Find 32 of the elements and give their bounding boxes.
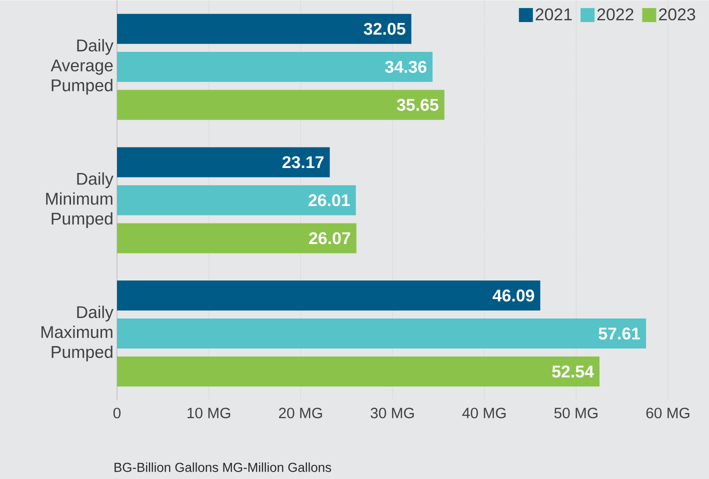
y-tick-label: Daily Maximum Pumped [41,306,114,362]
data-label: 34.36 [385,60,426,73]
bar [117,147,330,178]
data-label: 23.17 [282,156,324,168]
bar [117,14,412,44]
legend-label: 2023 [659,8,696,20]
text: BG-Billion Gallons MG-Million Gallons [114,462,332,472]
data-label: 52.54 [552,365,594,378]
data-label: 46.09 [492,289,534,302]
x-tick-label: 10 MG [188,408,230,418]
x-tick-label: 60 MG [646,408,690,418]
bar [117,318,646,348]
legend-label: 2021 [536,8,572,20]
x-tick-label: 0 [113,408,121,418]
x-tick-label: 40 MG [462,408,506,418]
data-label: 26.07 [309,232,350,244]
data-label: 35.65 [396,98,438,111]
data-label: 32.05 [364,22,406,35]
legend-label: 2022 [597,8,634,20]
bar [117,185,356,216]
y-tick-label: Daily Minimum Pumped [46,172,114,228]
bar [117,223,356,254]
x-tick-label: 50 MG [554,408,598,418]
x-tick-label: 30 MG [370,408,414,418]
bar [117,90,444,120]
y-tick-label: Daily Average Pumped [50,38,114,95]
data-label: 57.61 [598,327,640,340]
bar [117,52,433,82]
x-tick-label: 20 MG [279,408,322,418]
data-label: 26.01 [308,194,350,206]
bar [117,356,600,386]
bar [117,280,540,310]
